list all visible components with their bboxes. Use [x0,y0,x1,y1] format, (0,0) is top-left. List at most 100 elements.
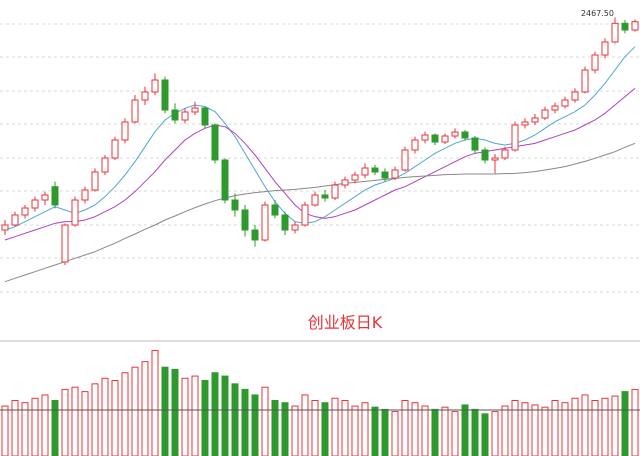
candle-body [61,224,69,263]
candle-body [331,184,339,199]
volume-bar [191,375,199,456]
volume-bar [181,377,189,456]
candle-body [171,109,179,121]
volume-bar [501,405,509,456]
volume-bar [371,406,379,456]
volume-bar [581,394,589,456]
candle-body [31,199,39,209]
volume-bar [531,404,539,456]
candle-body [481,149,489,161]
candle-body [161,79,169,111]
volume-bar [451,411,459,456]
volume-bar [61,388,69,456]
volume-bar [621,391,629,456]
volume-bar [401,400,409,456]
volume-bar [241,388,249,456]
volume-bar [611,395,619,456]
volume-bar [491,411,499,456]
volume-bar [11,400,19,456]
volume-bar [471,408,479,456]
candle-body [381,171,389,179]
candle-body [121,121,129,141]
volume-bar [281,402,289,456]
candle-body [21,207,29,216]
volume-bar [301,394,309,456]
candle-body [321,194,329,199]
candle-body [221,159,229,201]
volume-bar [591,400,599,456]
volume-bar [41,394,49,456]
candle-body [211,124,219,161]
candle-body [551,105,559,111]
candle-body [631,21,639,31]
volume-bar [431,408,439,456]
candle-body [281,214,289,231]
candle-body [271,204,279,216]
candle-body [1,224,9,231]
candle-body [411,139,419,151]
candle-body [231,199,239,211]
candle-body [361,167,369,176]
candle-body [131,99,139,123]
candle-body [41,194,49,201]
grid [0,23,640,293]
candle-body [451,131,459,137]
candle-body [401,149,409,171]
candle-body [311,194,319,206]
volume-bar [211,372,219,456]
candle-body [141,91,149,101]
volume-bar [421,405,429,456]
candle-body [591,54,599,71]
volume-bar [21,402,29,456]
volume-bar [261,386,269,456]
moving-average [4,46,636,231]
candle-body [561,99,569,107]
candle-body [471,137,479,151]
volume-bar [511,400,519,456]
candle-body [181,111,189,121]
volume-bar [251,394,259,456]
volume-bar [221,375,229,456]
volume-bar [291,405,299,456]
volume-bar [201,380,209,456]
moving-average [4,142,636,283]
volume-bar [271,400,279,456]
candle-body [261,204,269,241]
volume-bar [441,406,449,456]
volume-bar [111,380,119,456]
volume-bar [411,402,419,456]
volume-bar [481,413,489,456]
candle-body [11,214,19,226]
candle-body [191,107,199,113]
volume-bar [171,368,179,456]
volume-bar [631,388,639,456]
volume-bar [601,397,609,456]
candle-body [581,69,589,93]
max-label: 2467.50 [581,9,614,18]
candle-body [391,169,399,179]
candle-body [251,229,259,241]
candle-body [461,131,469,139]
candle-body [301,204,309,226]
moving-average [4,87,636,241]
candle-body [351,174,359,181]
chart-title: 创业板日K [308,313,383,332]
volume-bar [541,406,549,456]
candle-body [341,179,349,186]
candle-body [541,109,549,119]
candle-body [111,139,119,159]
candle-body [91,171,99,191]
volume-bar [1,405,9,456]
volume-bar [71,386,79,456]
candle-body [371,167,379,173]
volume-bar [341,400,349,456]
volume-bar [571,397,579,456]
volume-bar [151,350,159,456]
volume-bar [331,397,339,456]
volume-bar [361,402,369,456]
candle-body [521,121,529,126]
volume-bar [351,405,359,456]
candle-body [531,117,539,123]
candle-body [441,135,449,143]
